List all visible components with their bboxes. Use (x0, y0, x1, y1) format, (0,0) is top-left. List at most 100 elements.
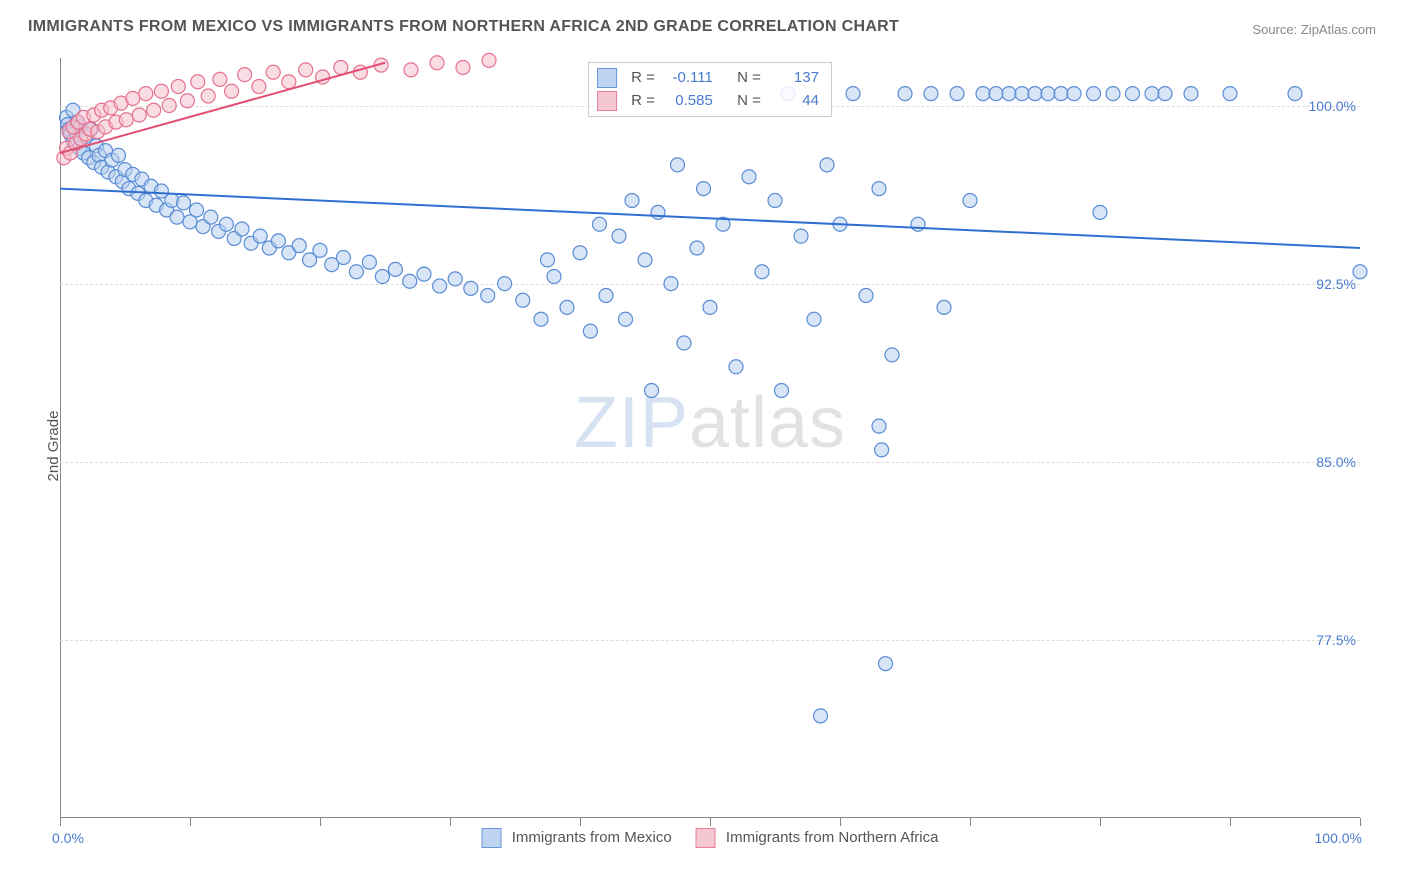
n-label: N = (737, 90, 761, 113)
scatter-point (814, 709, 828, 723)
scatter-point (1145, 87, 1159, 101)
scatter-point (742, 170, 756, 184)
correlation-stats-box: R = -0.111 N = 137 R = 0.585 N = 44 (588, 62, 832, 117)
scatter-point (1184, 87, 1198, 101)
x-axis-min-label: 0.0% (52, 830, 84, 846)
source-name: ZipAtlas.com (1301, 22, 1376, 37)
scatter-point (299, 63, 313, 77)
scatter-point (191, 75, 205, 89)
scatter-point (235, 222, 249, 236)
scatter-point (516, 293, 530, 307)
scatter-point (282, 75, 296, 89)
scatter-point (1041, 87, 1055, 101)
x-tick (1230, 818, 1231, 826)
scatter-point (560, 300, 574, 314)
scatter-point (911, 217, 925, 231)
scatter-point (132, 108, 146, 122)
scatter-point (664, 277, 678, 291)
scatter-point (252, 80, 266, 94)
scatter-point (498, 277, 512, 291)
scatter-point (154, 84, 168, 98)
scatter-point (433, 279, 447, 293)
scatter-point (690, 241, 704, 255)
scatter-point (651, 205, 665, 219)
scatter-point (1353, 265, 1367, 279)
scatter-point (139, 87, 153, 101)
legend-label-series2: Immigrants from Northern Africa (726, 829, 939, 846)
scatter-point (1002, 87, 1016, 101)
legend-label-series1: Immigrants from Mexico (512, 829, 672, 846)
scatter-point (937, 300, 951, 314)
scatter-point (807, 312, 821, 326)
scatter-point (481, 289, 495, 303)
scatter-point (456, 61, 470, 75)
scatter-point (349, 265, 363, 279)
scatter-point (171, 80, 185, 94)
scatter-point (112, 148, 126, 162)
x-tick (1360, 818, 1361, 826)
scatter-point (177, 196, 191, 210)
legend-item-series1: Immigrants from Mexico (482, 828, 672, 848)
scatter-point (875, 443, 889, 457)
legend-swatch-series2 (696, 828, 716, 848)
source-prefix: Source: (1252, 22, 1297, 37)
scatter-point (253, 229, 267, 243)
x-tick (450, 818, 451, 826)
scatter-point (336, 251, 350, 265)
scatter-point (180, 94, 194, 108)
scatter-point (334, 61, 348, 75)
x-tick (970, 818, 971, 826)
scatter-point (388, 262, 402, 276)
r-value-series1: -0.111 (663, 67, 713, 90)
legend: Immigrants from Mexico Immigrants from N… (482, 828, 939, 848)
scatter-point (1028, 87, 1042, 101)
scatter-point (464, 281, 478, 295)
scatter-point (697, 182, 711, 196)
scatter-point (599, 289, 613, 303)
scatter-point (1015, 87, 1029, 101)
scatter-point (677, 336, 691, 350)
scatter-point (404, 63, 418, 77)
x-tick (580, 818, 581, 826)
scatter-point (119, 113, 133, 127)
scatter-point (794, 229, 808, 243)
scatter-point (1126, 87, 1140, 101)
scatter-point (859, 289, 873, 303)
scatter-point (482, 53, 496, 67)
scatter-point (292, 239, 306, 253)
scatter-point (729, 360, 743, 374)
scatter-point (820, 158, 834, 172)
scatter-point (313, 243, 327, 257)
scatter-point (162, 99, 176, 113)
scatter-point (266, 65, 280, 79)
legend-swatch-series1 (482, 828, 502, 848)
n-value-series2: 44 (769, 90, 819, 113)
scatter-point (403, 274, 417, 288)
scatter-point (963, 194, 977, 208)
scatter-point (190, 203, 204, 217)
scatter-point (534, 312, 548, 326)
scatter-svg (60, 58, 1360, 818)
scatter-point (583, 324, 597, 338)
scatter-point (976, 87, 990, 101)
scatter-point (362, 255, 376, 269)
scatter-point (846, 87, 860, 101)
r-label: R = (631, 90, 655, 113)
scatter-point (448, 272, 462, 286)
scatter-point (1067, 87, 1081, 101)
x-tick (1100, 818, 1101, 826)
x-tick (60, 818, 61, 826)
scatter-point (755, 265, 769, 279)
scatter-point (950, 87, 964, 101)
scatter-point (225, 84, 239, 98)
scatter-point (619, 312, 633, 326)
stats-row-series2: R = 0.585 N = 44 (597, 90, 819, 113)
scatter-point (879, 657, 893, 671)
scatter-point (238, 68, 252, 82)
r-value-series2: 0.585 (663, 90, 713, 113)
x-tick (710, 818, 711, 826)
x-tick (190, 818, 191, 826)
scatter-point (872, 182, 886, 196)
chart-title: IMMIGRANTS FROM MEXICO VS IMMIGRANTS FRO… (28, 18, 899, 36)
scatter-point (924, 87, 938, 101)
